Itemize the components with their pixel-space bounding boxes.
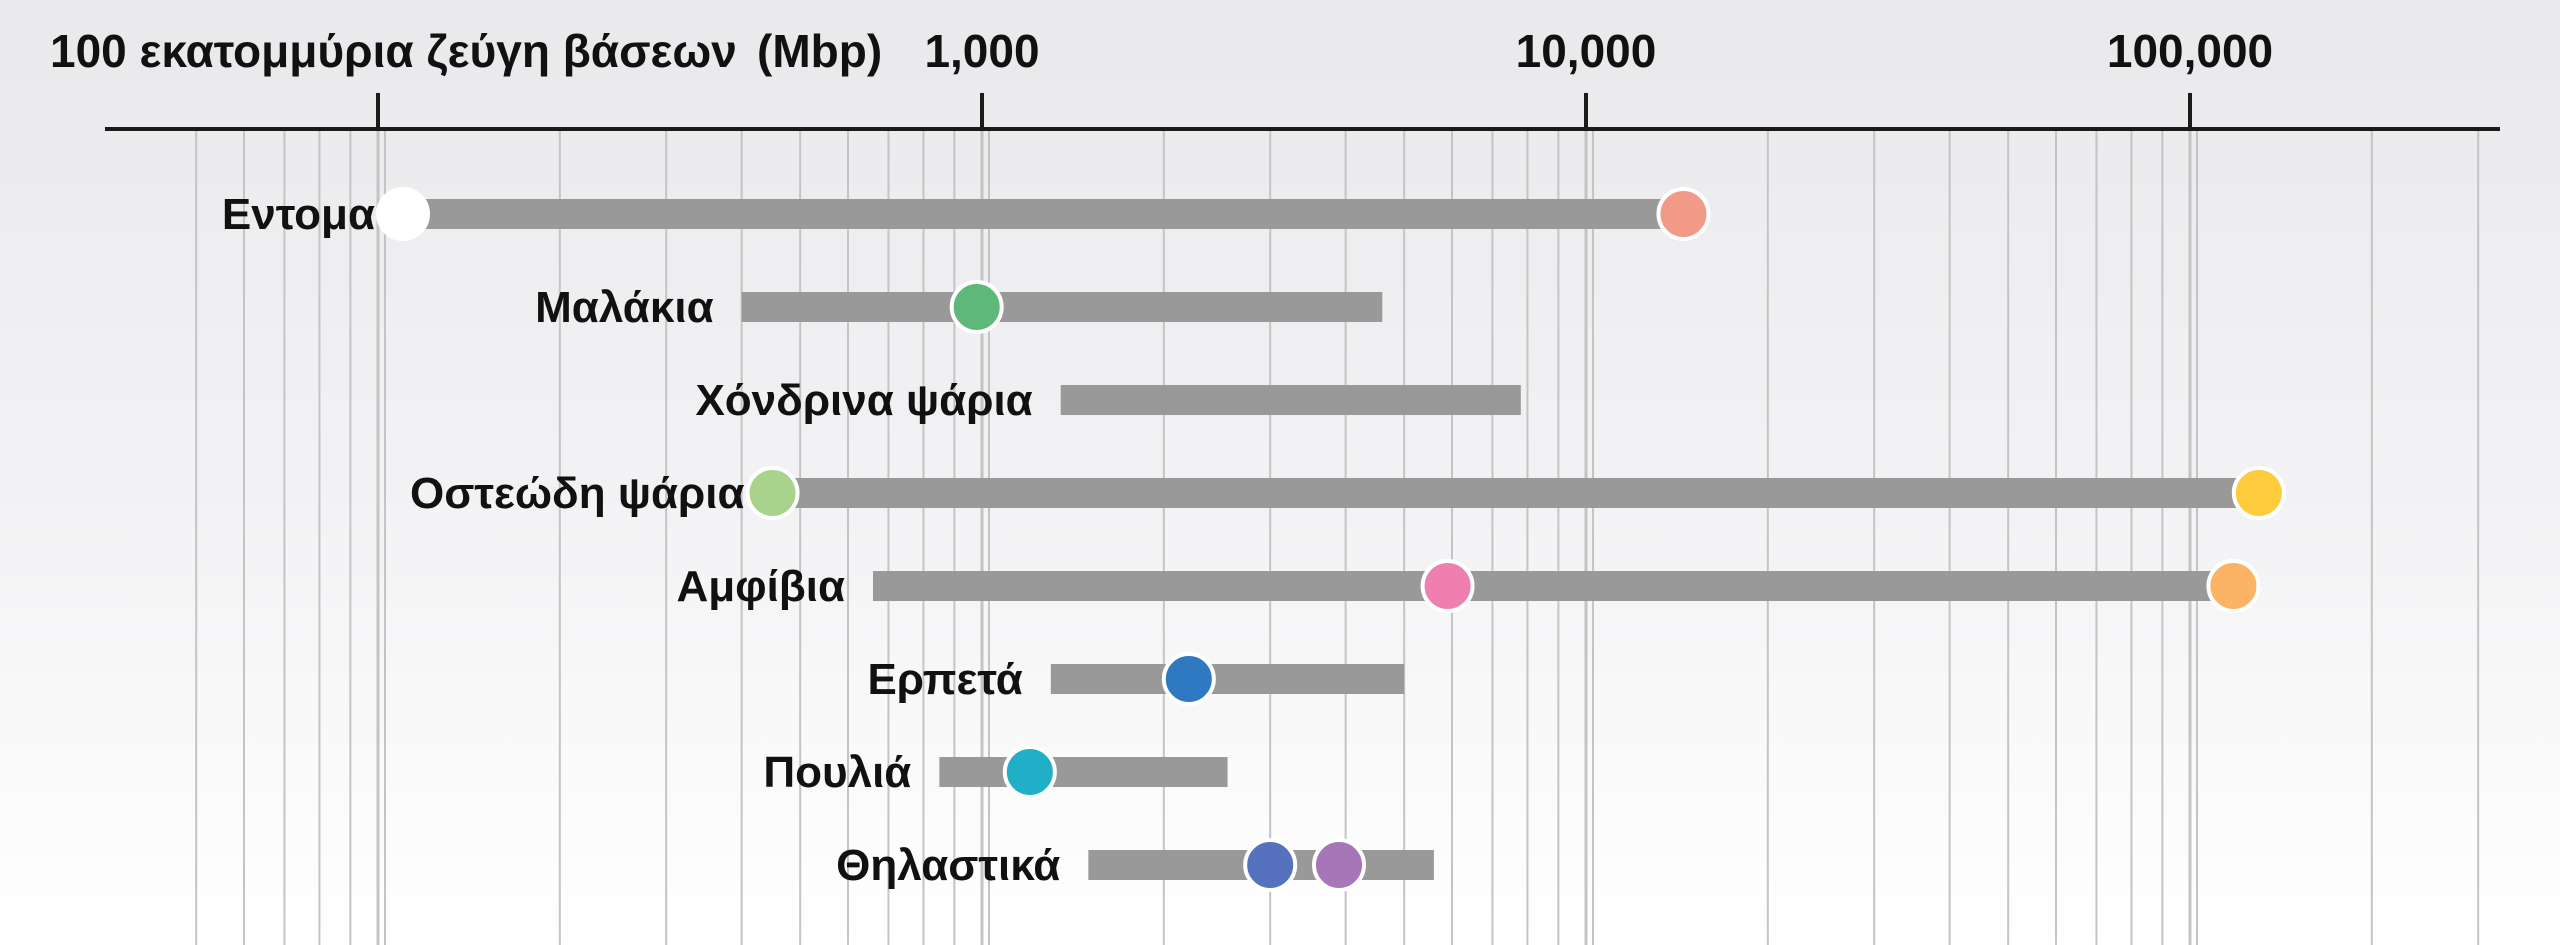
data-point: [1656, 187, 1711, 241]
category-label: Μαλάκια: [535, 283, 714, 332]
range-bar: [772, 478, 2259, 508]
tick-label: 1,000: [924, 25, 1039, 77]
data-point: [1420, 559, 1475, 613]
tick-label: 10,000: [1516, 25, 1657, 77]
data-point: [1312, 838, 1367, 892]
range-bar: [403, 199, 1684, 229]
range-bar: [741, 292, 1383, 322]
category-labels: Εντομα Μαλάκια Χόνδρινα ψάρια Οστεώδη ψάρια…: [222, 190, 1060, 890]
category-label: Εντομα: [222, 190, 375, 239]
range-bar: [873, 571, 2234, 601]
data-point: [745, 466, 800, 520]
data-point: [1161, 652, 1216, 706]
category-label: Χόνδρινα ψάρια: [695, 376, 1032, 425]
x-axis: [105, 93, 2500, 131]
range-bars: [403, 199, 2259, 880]
category-label: Αμφίβια: [676, 562, 845, 611]
range-bar: [1060, 385, 1521, 415]
grid-lines: [195, 129, 2480, 945]
data-point: [2231, 466, 2286, 520]
data-point: [1002, 745, 1057, 799]
data-point: [2206, 559, 2261, 613]
category-label: Πουλιά: [763, 748, 911, 797]
data-points: [376, 187, 2286, 892]
category-label: Οστεώδη ψάρια: [410, 469, 745, 518]
data-point: [949, 280, 1004, 334]
range-bar: [939, 757, 1228, 787]
data-point: [1243, 838, 1298, 892]
category-label: Ερπετά: [867, 655, 1022, 704]
axis-title: 100 εκατομμύρια ζεύγη βάσεων: [50, 25, 737, 77]
data-point: [376, 187, 431, 241]
tick-labels: 1,000 10,000 100,000: [924, 25, 2273, 77]
category-label: Θηλαστικά: [836, 841, 1060, 890]
range-bar: [1050, 664, 1405, 694]
axis-unit: (Mbp): [757, 25, 882, 77]
tick-label: 100,000: [2107, 25, 2273, 77]
